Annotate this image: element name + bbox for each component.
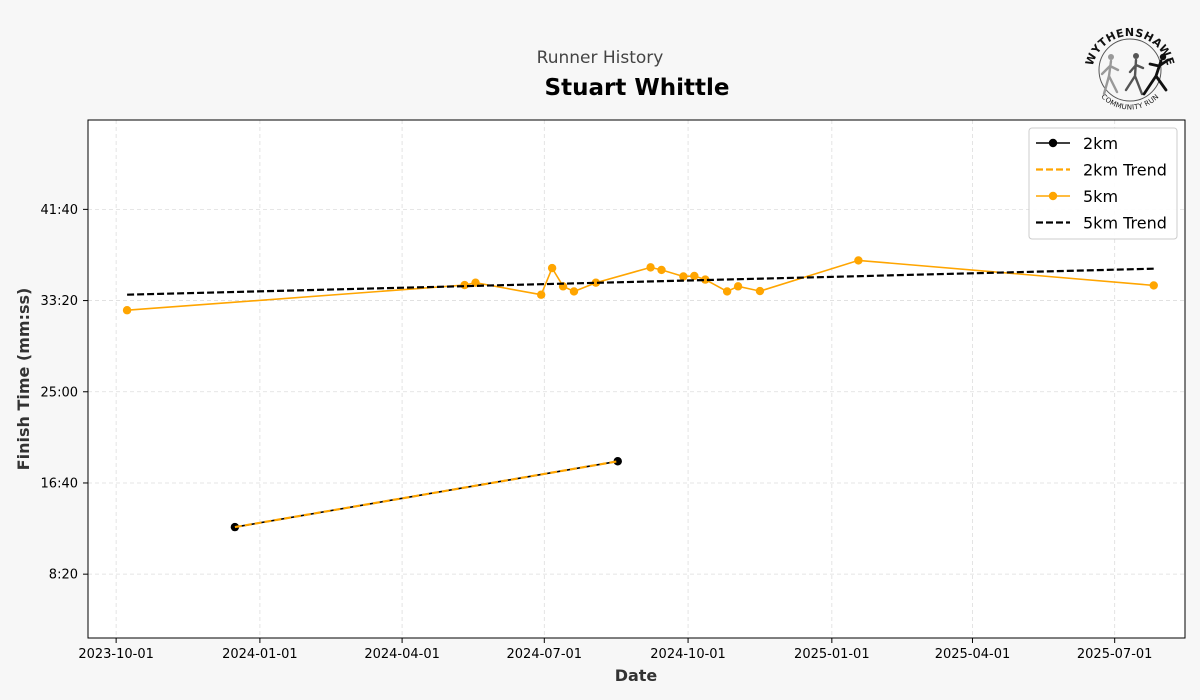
x-tick-label: 2024-10-01: [650, 647, 726, 662]
grid: [88, 120, 1185, 638]
data-point-5km: [690, 271, 699, 281]
data-point-5km: [854, 256, 863, 265]
data-point-5km: [536, 290, 546, 299]
runner-black-icon: [1142, 53, 1170, 96]
data-point-5km: [722, 287, 732, 296]
legend-marker-5km: [1048, 191, 1058, 201]
series-2km-trend: [234, 460, 618, 529]
data-point-5km: [122, 306, 132, 315]
plot-area: [88, 120, 1185, 638]
plot-frame: [87, 119, 1186, 639]
logo-top-text: WYTHENSHAWE: [1083, 26, 1177, 67]
data-point-2km: [613, 457, 622, 466]
legend-label-2km-trend: 2km Trend: [1083, 161, 1167, 180]
chart-subtitle: Runner History: [537, 48, 664, 68]
runner-dark-icon: [1124, 53, 1145, 96]
data-point-5km: [569, 287, 579, 296]
x-tick-label: 2025-07-01: [1077, 647, 1153, 662]
logo-ring: [1098, 38, 1162, 102]
data-point-5km: [657, 265, 666, 275]
data-point-5km: [755, 286, 765, 296]
series-line-2km-trend: [234, 460, 618, 529]
legend: 2km 2km Trend 5km 5km Trend: [1028, 127, 1178, 240]
x-tick-label: 2024-04-01: [364, 647, 440, 662]
y-tick-label: 16:40: [41, 476, 78, 491]
series-5km-trend: [127, 267, 1154, 296]
y-tick-label: 41:40: [41, 203, 78, 218]
y-tick-label: 33:20: [41, 294, 78, 309]
x-tick-label: 2024-01-01: [222, 647, 298, 662]
x-tick-label: 2025-01-01: [794, 647, 870, 662]
y-tick-label: 8:20: [49, 568, 78, 583]
data-point-5km: [679, 272, 688, 281]
legend-label-2km: 2km: [1083, 134, 1118, 153]
x-tick-label: 2025-04-01: [935, 647, 1011, 662]
legend-label-5km-trend: 5km Trend: [1083, 214, 1167, 233]
data-point-5km: [733, 282, 743, 291]
ticks: 2023-10-01 2024-01-01 2024-04-01 2024-07-01…: [41, 203, 1153, 662]
data-point-5km: [1149, 281, 1158, 290]
data-point-5km: [701, 275, 710, 284]
data-point-2km: [230, 522, 240, 532]
logo-bottom-text: COMMUNITY RUN: [1099, 93, 1160, 112]
series-line-5km-trend: [127, 267, 1154, 296]
legend-marker-2km: [1048, 138, 1058, 148]
x-tick-label: 2023-10-01: [78, 647, 154, 662]
x-axis-title: Date: [615, 666, 658, 685]
chart-title: Stuart Whittle: [545, 75, 730, 101]
runner-grey-icon: [1100, 54, 1120, 96]
x-tick-label: 2024-07-01: [507, 647, 583, 662]
data-point-5km: [646, 263, 655, 272]
y-axis-title: Finish Time (mm:ss): [14, 288, 33, 471]
wythenshawe-logo: WYTHENSHAWE COMMUNITY RUN: [1083, 26, 1177, 112]
series-layer: [122, 256, 1158, 532]
y-tick-label: 25:00: [41, 385, 78, 400]
legend-label-5km: 5km: [1083, 187, 1118, 206]
data-point-5km: [547, 263, 557, 273]
data-point-5km: [591, 278, 601, 287]
legend-box: [1028, 127, 1178, 240]
